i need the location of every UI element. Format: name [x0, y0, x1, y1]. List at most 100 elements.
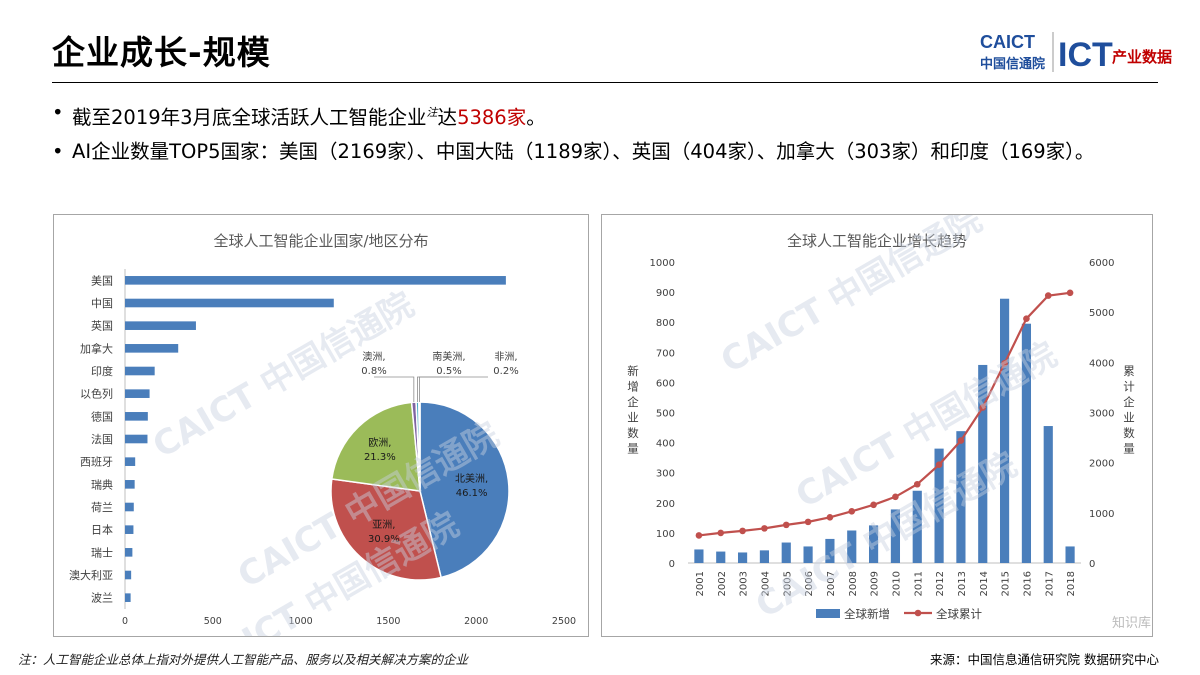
line-point: [870, 501, 877, 509]
bar: [125, 389, 150, 398]
line-point: [804, 518, 812, 526]
x-tick-label: 1500: [376, 616, 400, 627]
x-tick-label: 2004: [760, 571, 771, 596]
pie-label-value: 46.1%: [456, 488, 488, 499]
legend-label: 全球累计: [936, 607, 982, 621]
bullet-1-suffix: 。: [526, 106, 546, 129]
pie-label-value: 21.3%: [364, 452, 396, 463]
y-right-tick-label: 6000: [1089, 258, 1114, 269]
bar: [978, 364, 988, 563]
bar: [125, 457, 136, 466]
y-left-tick-label: 100: [656, 529, 675, 540]
line-point: [1044, 292, 1052, 299]
growth-trend-panel: 全球人工智能企业增长趋势 0 100 200 300 400 500 600 700 800 900…: [601, 214, 1153, 637]
pie-label-value: 30.9%: [368, 534, 400, 545]
x-tick-label: 2000: [464, 616, 488, 627]
bar: [125, 298, 334, 308]
y-left-tick-label: 600: [656, 378, 675, 389]
bullet-1-prefix: 截至2019年3月底全球活跃人工智能企业: [72, 106, 427, 129]
source-note: 来源：中国信息通信研究院 数据研究中心: [930, 652, 1159, 667]
category-label: 美国: [91, 274, 113, 287]
bar: [125, 502, 134, 512]
y-left-tick-label: 0: [669, 559, 675, 570]
category-label: 西班牙: [80, 456, 113, 469]
line-point: [1066, 289, 1074, 297]
bar: [694, 549, 704, 563]
y-right-axis-title: 量: [1123, 442, 1135, 456]
pie-label-name: 欧洲,: [368, 437, 391, 449]
bar: [125, 321, 196, 330]
bar: [125, 276, 506, 285]
bar: [737, 552, 748, 563]
growth-trend-chart: 全球人工智能企业增长趋势 0 100 200 300 400 500 600 700 800 900…: [627, 215, 1135, 626]
line-point: [1023, 315, 1030, 322]
legend-swatch-marker: [914, 609, 922, 617]
y-right-tick-label: 4000: [1089, 358, 1114, 369]
line-point: [979, 404, 987, 411]
bar: [759, 550, 770, 563]
x-tick-label: 2014: [979, 571, 990, 596]
pie-label-name: 非洲,: [494, 351, 517, 363]
line-point: [761, 525, 768, 532]
category-label: 瑞典: [91, 477, 113, 491]
pie-label-value: 0.2%: [493, 366, 518, 377]
bullet-item: • 截至2019年3月底全球活跃人工智能企业注达5386家。: [50, 96, 1160, 135]
y-left-tick-label: 200: [656, 499, 675, 510]
bar: [125, 570, 132, 580]
corner-watermark: 知识库: [1112, 616, 1152, 631]
bar: [781, 542, 791, 563]
line-point: [739, 527, 746, 535]
category-label: 印度: [91, 364, 113, 378]
y-right-axis-title: 业: [1123, 411, 1135, 425]
bar: [890, 509, 901, 563]
logo-org-cn: 中国信通院: [980, 56, 1045, 72]
chart-title: 全球人工智能企业国家/地区分布: [213, 232, 428, 250]
y-right-tick-label: 0: [1089, 559, 1095, 570]
y-right-axis-title: 企: [1123, 395, 1135, 409]
category-label: 以色列: [80, 387, 113, 401]
legend-swatch-bar: [816, 609, 840, 618]
bar: [825, 538, 835, 563]
line-point: [935, 461, 943, 468]
x-tick-label: 2005: [782, 571, 793, 596]
line-point: [913, 480, 921, 488]
bar: [125, 434, 148, 444]
y-right-axis-title: 计: [1123, 380, 1135, 394]
x-tick-label: 2016: [1022, 571, 1033, 596]
x-tick-label: 0: [122, 616, 128, 627]
title-divider: [52, 82, 1158, 83]
footnote-mark: 注: [426, 106, 438, 119]
x-tick-label: 2010: [891, 571, 902, 596]
pie-slice: [330, 401, 421, 492]
x-tick-label: 1000: [289, 616, 313, 627]
x-tick-label: 2003: [739, 571, 750, 596]
line-point: [782, 521, 790, 529]
pie-label-name: 南美洲,: [432, 350, 465, 363]
bar: [125, 525, 134, 534]
category-label: 英国: [91, 319, 113, 333]
chart-title: 全球人工智能企业增长趋势: [787, 232, 967, 250]
category-label: 波兰: [91, 592, 113, 605]
category-label: 瑞士: [91, 545, 113, 559]
line-point: [826, 514, 834, 521]
bullet-item: • AI企业数量TOP5国家：美国（2169家）、中国大陆（1189家）、英国（…: [50, 135, 1160, 169]
bar: [999, 298, 1010, 563]
x-tick-label: 2008: [848, 571, 859, 596]
category-label: 加拿大: [80, 341, 113, 355]
bar: [1065, 546, 1075, 563]
bar: [868, 525, 879, 563]
y-right-axis-title: 数: [1123, 426, 1135, 440]
category-label: 法国: [91, 432, 113, 446]
bar: [125, 548, 133, 557]
category-label: 中国: [91, 297, 113, 310]
x-tick-label: 2015: [1001, 571, 1012, 596]
x-tick-label: 2011: [913, 571, 924, 596]
y-left-axis-title: 新: [627, 364, 639, 378]
bullet-1-mid: 达: [437, 106, 458, 129]
line-point: [892, 493, 899, 501]
pie-leader-line: [374, 376, 415, 403]
x-tick-label: 2009: [870, 571, 881, 596]
page-title: 企业成长-规模: [52, 33, 271, 72]
y-left-tick-label: 300: [656, 469, 675, 480]
bar: [1021, 323, 1032, 563]
